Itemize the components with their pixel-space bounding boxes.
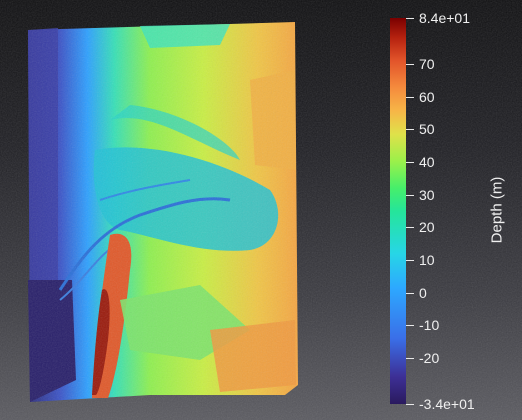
- ridge-core: [92, 289, 110, 395]
- colorbar-tick-label: 40: [419, 153, 435, 170]
- colorbar-tick: [406, 129, 414, 131]
- colorbar-tick: [406, 18, 414, 19]
- colorbar-tick-label: -10: [419, 317, 440, 334]
- colorbar-tick-label: -20: [419, 350, 440, 367]
- colorbar-tick-label: 20: [419, 219, 435, 236]
- colorbar-tick: [406, 227, 414, 229]
- central-depression: [93, 147, 279, 251]
- colorbar-tick-label: 60: [419, 88, 435, 105]
- colorbar-tick-label: 10: [419, 252, 435, 269]
- colorbar-tick-label: 30: [419, 186, 435, 203]
- colorbar-tick: [406, 161, 414, 163]
- colorbar-tick: [406, 194, 414, 196]
- colorbar-tick-label: 0: [419, 284, 427, 301]
- high-area-right: [250, 70, 296, 170]
- colorbar-tick: [406, 292, 414, 294]
- top-shoal: [140, 24, 230, 48]
- colorbar-tick-label: 50: [419, 121, 435, 138]
- channel-upper: [99, 179, 191, 201]
- deep-basin-bottomleft: [28, 280, 76, 402]
- colorbar-tick: [406, 63, 414, 65]
- colorbar-tick-label: -3.4e+01: [419, 396, 475, 412]
- colorbar-tick-label: 8.4e+01: [419, 10, 470, 26]
- channel-main: [58, 197, 231, 291]
- deep-band-left: [28, 28, 58, 360]
- colorbar-tick: [406, 260, 414, 262]
- colorbar-tick: [406, 96, 414, 98]
- colorbar-tick-label: 70: [419, 55, 435, 72]
- high-area-bottomright: [210, 320, 296, 392]
- colorbar-tick: [406, 404, 414, 405]
- colorbar-title: Depth (m): [488, 176, 506, 244]
- colorbar-tick: [406, 325, 414, 327]
- colorbar-tick: [406, 358, 414, 360]
- depression-extension: [110, 105, 240, 160]
- colorbar: [390, 18, 406, 404]
